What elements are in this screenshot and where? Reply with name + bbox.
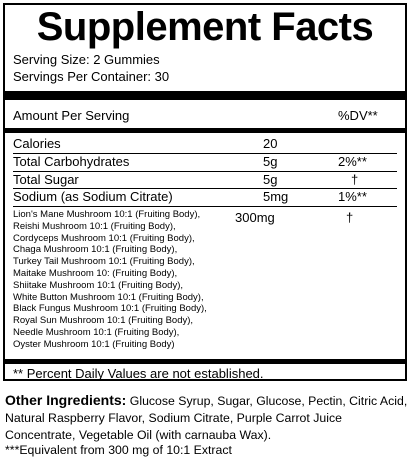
nutrient-name: Total Sugar [13, 172, 79, 187]
blend-ingredient: Lion's Mane Mushroom 10:1 (Fruiting Body… [13, 209, 201, 220]
thick-divider [5, 91, 405, 100]
blend-ingredient: Cordyceps Mushroom 10:1 (Fruiting Body), [13, 232, 195, 244]
row-divider [13, 171, 397, 172]
blend-ingredient: Maitake Mushroom 10: (Fruiting Body), [13, 267, 178, 279]
other-ingredients: Other Ingredients: Glucose Syrup, Sugar,… [5, 392, 413, 444]
medium-divider [5, 128, 405, 133]
amount-per-serving-label: Amount Per Serving [13, 108, 130, 123]
extract-note: ***Equivalent from 300 mg of 10:1 Extrac… [5, 443, 232, 457]
blend-ingredient: Reishi Mushroom 10:1 (Fruiting Body), [13, 220, 176, 232]
blend-ingredient: Needle Mushroom 10:1 (Fruiting Body), [13, 326, 180, 338]
bottom-divider [5, 359, 405, 364]
mushroom-blend-list: Lion's Mane Mushroom 10:1 (Fruiting Body… [13, 209, 233, 351]
nutrient-amount: 5mg [263, 189, 289, 204]
panel-title: Supplement Facts [36, 5, 374, 49]
blend-ingredient: Shiitake Mushroom 10:1 (Fruiting Body), [13, 279, 184, 291]
dv-header: %DV** [338, 108, 378, 123]
nutrient-name: Calories [13, 136, 61, 151]
nutrient-dv: 1%** [338, 189, 367, 204]
servings-per-container: Servings Per Container: 30 [13, 69, 170, 84]
blend-ingredient: Black Fungus Mushroom 10:1 (Fruiting Bod… [13, 303, 207, 315]
blend-amount: 300mg [235, 210, 275, 225]
blend-ingredient: Oyster Mushroom 10:1 (Fruiting Body) [13, 338, 175, 350]
row-divider [13, 188, 397, 189]
other-ingredients-text: Glucose Syrup, Sugar, Glucose, Pectin, C… [5, 394, 408, 442]
other-ingredients-label: Other Ingredients: [5, 392, 127, 408]
nutrient-amount: 5g [263, 172, 278, 187]
blend-dv: † [346, 210, 354, 225]
dv-footnote: ** Percent Daily Values are not establis… [13, 366, 264, 381]
blend-ingredient: Royal Sun Mushroom 10:1 (Fruiting Body), [13, 315, 194, 327]
row-divider [13, 153, 397, 154]
blend-ingredient: Chaga Mushroom 10:1 (Fruiting Body), [13, 244, 178, 256]
nutrient-dv: † [351, 172, 359, 187]
nutrient-name: Sodium (as Sodium Citrate) [13, 189, 173, 204]
nutrient-dv: 2%** [338, 154, 367, 169]
nutrient-amount: 20 [263, 136, 278, 151]
blend-ingredient: Turkey Tail Mushroom 10:1 (Fruiting Body… [13, 256, 195, 268]
row-divider [13, 206, 397, 207]
nutrient-name: Total Carbohydrates [13, 154, 130, 169]
blend-ingredient: White Button Mushroom 10:1 (Fruiting Bod… [13, 291, 204, 303]
supplement-facts-panel: Supplement Facts Serving Size: 2 Gummies… [3, 3, 407, 381]
serving-size: Serving Size: 2 Gummies [13, 52, 160, 67]
nutrient-amount: 5g [263, 154, 278, 169]
